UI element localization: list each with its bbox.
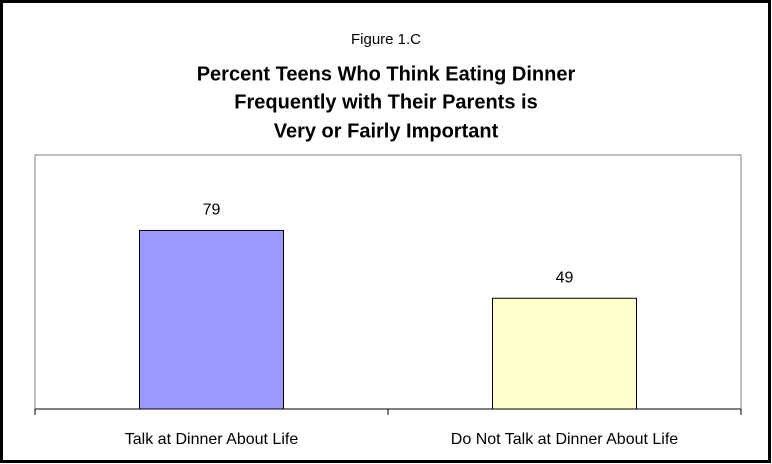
x-tick-label: Do Not Talk at Dinner About Life bbox=[451, 431, 678, 448]
chart-title: Very or Fairly Important bbox=[274, 120, 499, 142]
figure-label: Figure 1.C bbox=[351, 31, 421, 48]
data-label: 49 bbox=[556, 269, 574, 286]
bar bbox=[139, 229, 284, 410]
x-tick-label: Talk at Dinner About Life bbox=[125, 431, 299, 448]
bar bbox=[492, 297, 637, 410]
chart-title: Percent Teens Who Think Eating Dinner bbox=[197, 63, 576, 85]
data-label: 79 bbox=[203, 202, 221, 219]
chart-title: Frequently with Their Parents is bbox=[234, 91, 537, 113]
